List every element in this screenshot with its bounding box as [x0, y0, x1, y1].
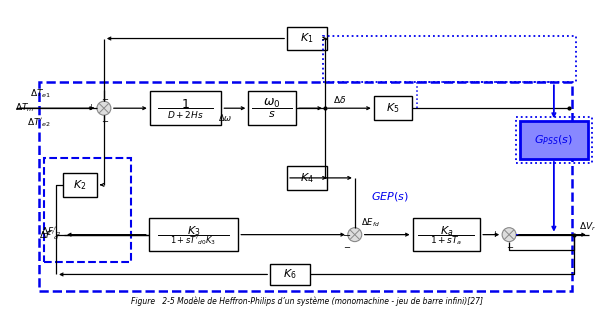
Text: $\Delta T'_{e2}$: $\Delta T'_{e2}$ — [28, 117, 51, 129]
Bar — [287, 27, 327, 51]
Text: $+$: $+$ — [87, 102, 95, 112]
Text: $-$: $-$ — [101, 115, 109, 124]
Bar — [413, 218, 480, 251]
Bar — [516, 117, 592, 163]
Text: $-$: $-$ — [506, 241, 514, 250]
Text: $K_6$: $K_6$ — [283, 268, 297, 281]
Circle shape — [502, 228, 516, 241]
Text: $D+2Hs$: $D+2Hs$ — [167, 109, 204, 120]
Text: $K_1$: $K_1$ — [300, 32, 314, 46]
Text: $\Delta T_{e1}$: $\Delta T_{e1}$ — [30, 87, 51, 100]
Text: $1+sT'_{d0}K_3$: $1+sT'_{d0}K_3$ — [171, 234, 217, 247]
Text: $+$: $+$ — [491, 229, 499, 239]
Bar — [63, 173, 97, 197]
Bar — [150, 91, 222, 125]
Text: $\omega_0$: $\omega_0$ — [263, 97, 281, 110]
Text: $GEP(s)$: $GEP(s)$ — [371, 190, 408, 203]
Bar — [270, 264, 310, 286]
Circle shape — [348, 228, 362, 241]
Text: $\Delta V_r$: $\Delta V_r$ — [579, 220, 596, 233]
Text: $K_4$: $K_4$ — [300, 171, 314, 185]
Text: $1$: $1$ — [181, 98, 190, 111]
Text: $\Delta F'_q$: $\Delta F'_q$ — [39, 230, 59, 243]
Bar — [287, 166, 327, 190]
Text: $s$: $s$ — [268, 109, 276, 119]
Text: $-$: $-$ — [101, 93, 109, 102]
Text: $\Delta T_m$: $\Delta T_m$ — [15, 102, 35, 114]
Text: $-$: $-$ — [343, 241, 351, 250]
Text: $G_{PSS}(s)$: $G_{PSS}(s)$ — [534, 133, 573, 147]
Text: $-$: $-$ — [342, 229, 351, 239]
Text: $K_2$: $K_2$ — [73, 178, 87, 192]
Text: $K_5$: $K_5$ — [386, 101, 399, 115]
Text: $\Delta F'_q$: $\Delta F'_q$ — [41, 226, 61, 239]
Text: $K_3$: $K_3$ — [187, 224, 200, 237]
Bar — [323, 36, 576, 82]
Bar — [520, 121, 588, 159]
Text: $K_a$: $K_a$ — [440, 224, 453, 237]
Bar — [149, 218, 238, 251]
Bar — [374, 96, 411, 120]
Text: $\Delta E_{fd}$: $\Delta E_{fd}$ — [361, 216, 379, 229]
Bar — [44, 158, 131, 262]
Text: $\Delta\omega$: $\Delta\omega$ — [219, 112, 233, 123]
Bar — [248, 91, 296, 125]
Text: $\Delta\delta$: $\Delta\delta$ — [333, 94, 346, 105]
Bar — [39, 82, 572, 291]
Circle shape — [97, 101, 111, 115]
Text: Figure  ‎ 2-5 Modèle de Heffron-Philips d’un système (monomachine - jeu de barre: Figure ‎ 2-5 Modèle de Heffron-Philips d… — [131, 297, 483, 306]
Text: $1+sT_a$: $1+sT_a$ — [430, 234, 462, 247]
